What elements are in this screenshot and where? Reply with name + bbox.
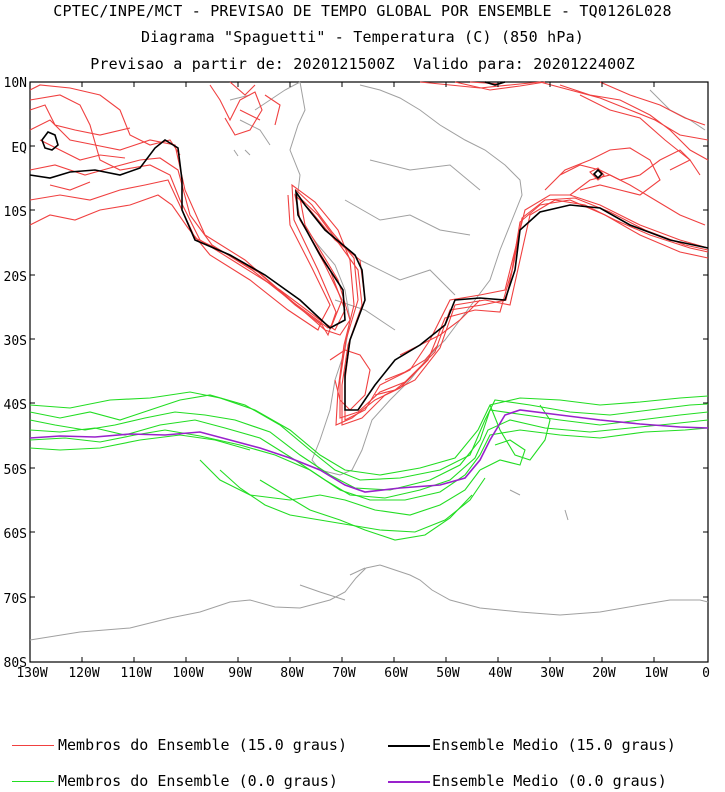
- lat-label-8: 70S: [4, 592, 27, 607]
- axis-ticks: [30, 82, 708, 662]
- legend-swatch-members-15: [12, 745, 54, 746]
- legend-swatch-mean-15: [388, 745, 430, 747]
- lon-label-3: 100W: [172, 666, 203, 680]
- lon-label-0: 130W: [16, 666, 47, 680]
- lon-label-12: 10W: [644, 666, 668, 680]
- lat-label-9: 80S: [4, 656, 27, 671]
- mean-15-contour: [29, 81, 709, 411]
- mean-0-contour: [29, 409, 709, 493]
- lon-label-7: 60W: [384, 666, 408, 680]
- lat-label-7: 60S: [4, 527, 27, 542]
- legend-label-mean-0: Ensemble Medio (0.0 graus): [432, 772, 667, 790]
- lat-label-2: 10S: [4, 205, 27, 220]
- lon-label-10: 30W: [540, 666, 564, 680]
- lon-label-13: 0: [702, 666, 710, 680]
- lat-label-0: 10N: [4, 76, 27, 91]
- lon-label-5: 80W: [280, 666, 304, 680]
- lat-label-6: 50S: [4, 463, 27, 478]
- legend-swatch-members-0: [12, 781, 54, 782]
- lon-label-2: 110W: [120, 666, 151, 680]
- map-frame: [29, 81, 709, 663]
- lat-label-5: 40S: [4, 398, 27, 413]
- lat-label-1: EQ: [11, 141, 27, 156]
- lon-label-8: 50W: [436, 666, 460, 680]
- legend-label-mean-15: Ensemble Medio (15.0 graus): [432, 736, 676, 754]
- lon-label-9: 40W: [488, 666, 512, 680]
- lon-label-1: 120W: [68, 666, 99, 680]
- lon-label-6: 70W: [332, 666, 356, 680]
- legend-swatch-mean-0: [388, 781, 430, 783]
- spaghetti-map: 10N EQ 10S 20S 30S 40S 50S 60S 70S 80S 1…: [4, 76, 710, 680]
- legend-label-members-15: Membros do Ensemble (15.0 graus): [58, 736, 347, 754]
- header-title-line3: Previsao a partir de: 2020121500Z Valido…: [90, 55, 635, 73]
- header-title-line1: CPTEC/INPE/MCT - PREVISAO DE TEMPO GLOBA…: [53, 2, 672, 20]
- lon-label-11: 20W: [592, 666, 616, 680]
- lat-label-3: 20S: [4, 270, 27, 285]
- lat-label-4: 30S: [4, 334, 27, 349]
- legend-label-members-0: Membros do Ensemble (0.0 graus): [58, 772, 338, 790]
- lon-label-4: 90W: [228, 666, 252, 680]
- lat-axis: 10N EQ 10S 20S 30S 40S 50S 60S 70S 80S: [4, 76, 28, 671]
- header-title-line2: Diagrama "Spaguetti" - Temperatura (C) (…: [140, 28, 585, 46]
- lon-axis: 130W 120W 110W 100W 90W 80W 70W 60W 50W …: [16, 666, 710, 680]
